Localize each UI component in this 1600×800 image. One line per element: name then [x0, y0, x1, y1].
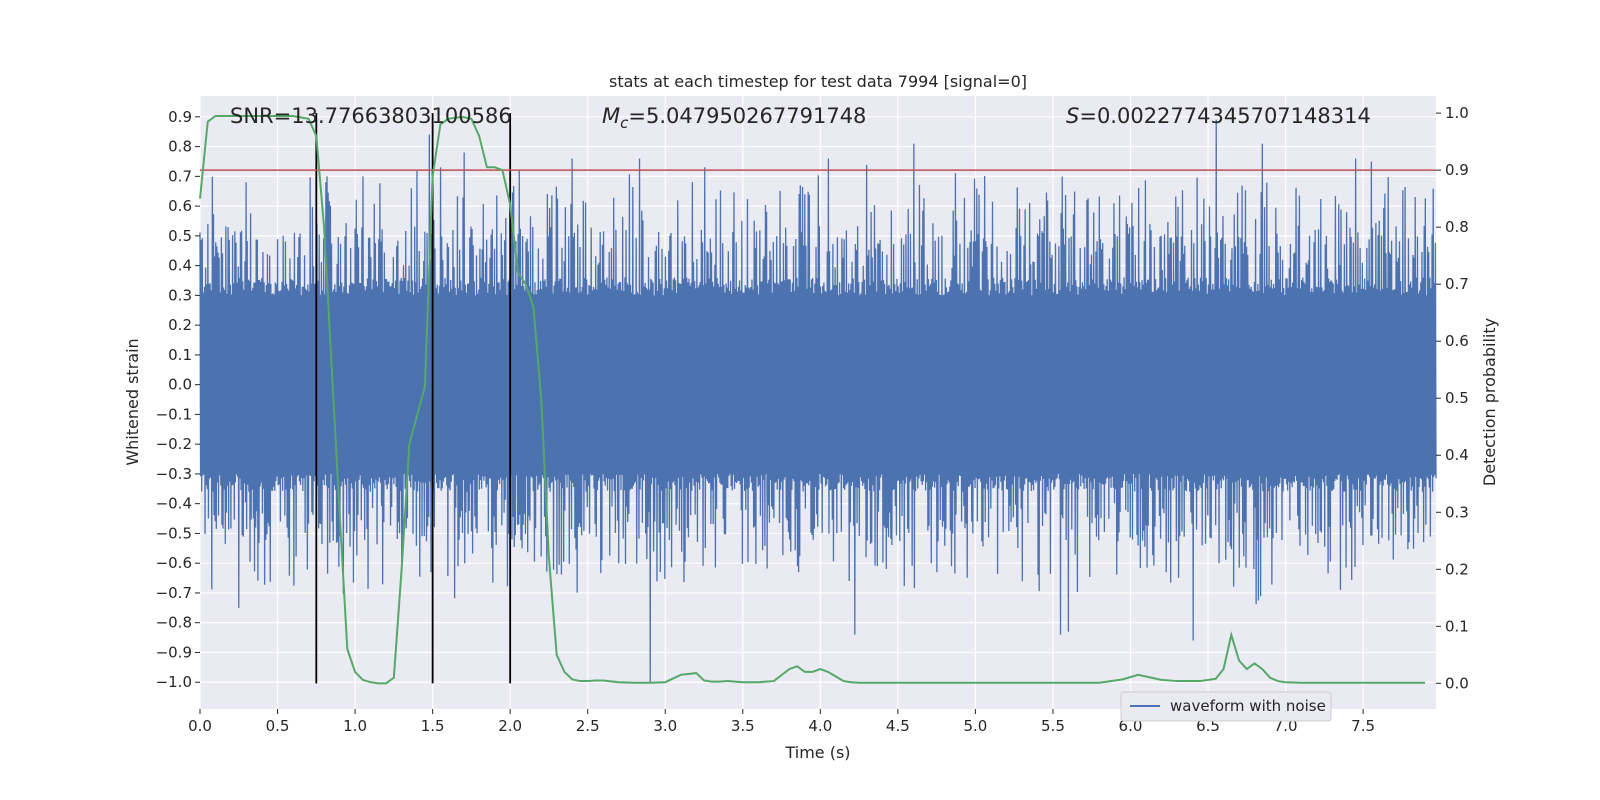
- y-axis-right-label: Detection probability: [1480, 318, 1499, 486]
- legend-label: waveform with noise: [1170, 697, 1326, 715]
- x-tick-label-3: 1.5: [421, 717, 445, 735]
- y-left-tick-label-19: −1.0: [156, 673, 192, 691]
- y-left-tick-label-0: 0.9: [168, 108, 192, 126]
- y-left-tick-label-17: −0.8: [156, 614, 192, 632]
- waveform-series: [199, 119, 1437, 683]
- snr-annotation: SNR=13.77663803100586: [230, 104, 512, 128]
- y-right-tick-label-7: 0.3: [1445, 503, 1469, 521]
- mc-value: =5.047950267791748: [628, 104, 866, 128]
- y-left-tick-label-4: 0.5: [168, 227, 192, 245]
- y-right-tick-label-1: 0.9: [1445, 161, 1469, 179]
- y-right-tick-label-10: 0.0: [1445, 674, 1469, 692]
- x-tick-label-7: 3.5: [731, 717, 755, 735]
- probability-series: [199, 114, 1426, 685]
- y-left-tick-label-14: −0.5: [156, 524, 192, 542]
- y-left-tick-label-7: 0.2: [168, 316, 192, 334]
- s-symbol: S: [1066, 104, 1079, 128]
- x-tick-label-10: 5.0: [963, 717, 987, 735]
- y-left-tick-label-6: 0.3: [168, 286, 192, 304]
- y-left-tick-label-16: −0.7: [156, 584, 192, 602]
- y-right-tick-label-6: 0.4: [1445, 446, 1469, 464]
- y-left-tick-label-3: 0.6: [168, 197, 192, 215]
- y-left-tick-label-5: 0.4: [168, 257, 192, 275]
- y-left-tick-label-12: −0.3: [156, 465, 192, 483]
- probability-line: [199, 114, 1426, 685]
- y-axis-left-label: Whitened strain: [123, 338, 142, 465]
- x-tick-label-11: 5.5: [1041, 717, 1065, 735]
- y-left-tick-label-9: 0.0: [168, 376, 192, 394]
- x-tick-label-0: 0.0: [188, 717, 212, 735]
- axis-ticks: 0.0 0.5 1.0 1.5 2.0 2.5 3.0 3.5 4.0 4.5 5.0 5.5 6.0 6…: [156, 104, 1469, 735]
- y-right-tick-label-9: 0.1: [1445, 617, 1469, 635]
- legend: waveform with noise: [1120, 691, 1332, 722]
- mc-symbol: M: [602, 104, 620, 128]
- legend-box: [1120, 691, 1332, 722]
- chirp-mass-annotation: Mc=5.047950267791748: [602, 104, 866, 132]
- x-tick-label-8: 4.0: [808, 717, 832, 735]
- y-left-tick-label-15: −0.6: [156, 554, 192, 572]
- y-left-tick-label-13: −0.4: [156, 495, 192, 513]
- y-left-tick-label-2: 0.7: [168, 167, 192, 185]
- chart-title: stats at each timestep for test data 799…: [609, 72, 1027, 91]
- waveform-line: [199, 119, 1437, 683]
- y-left-tick-label-11: −0.2: [156, 435, 192, 453]
- x-tick-label-2: 1.0: [343, 717, 367, 735]
- y-right-tick-label-2: 0.8: [1445, 218, 1469, 236]
- x-tick-label-15: 7.5: [1351, 717, 1375, 735]
- x-tick-label-4: 2.0: [498, 717, 522, 735]
- y-right-tick-label-0: 1.0: [1445, 104, 1469, 122]
- y-right-tick-label-4: 0.6: [1445, 332, 1469, 350]
- s-value: =0.0022774345707148314: [1079, 104, 1371, 128]
- s-annotation: S=0.0022774345707148314: [1066, 104, 1371, 128]
- y-left-tick-label-10: −0.1: [156, 405, 192, 423]
- y-left-tick-label-8: 0.1: [168, 346, 192, 364]
- y-left-tick-label-18: −0.9: [156, 643, 192, 661]
- mc-subscript: c: [620, 114, 629, 132]
- y-left-tick-label-1: 0.8: [168, 138, 192, 156]
- x-axis-label: Time (s): [784, 743, 850, 762]
- y-right-tick-label-5: 0.5: [1445, 389, 1469, 407]
- y-right-tick-label-3: 0.7: [1445, 275, 1469, 293]
- y-right-tick-label-8: 0.2: [1445, 560, 1469, 578]
- x-tick-label-1: 0.5: [266, 717, 290, 735]
- x-tick-label-5: 2.5: [576, 717, 600, 735]
- x-tick-label-9: 4.5: [886, 717, 910, 735]
- x-tick-label-6: 3.0: [653, 717, 677, 735]
